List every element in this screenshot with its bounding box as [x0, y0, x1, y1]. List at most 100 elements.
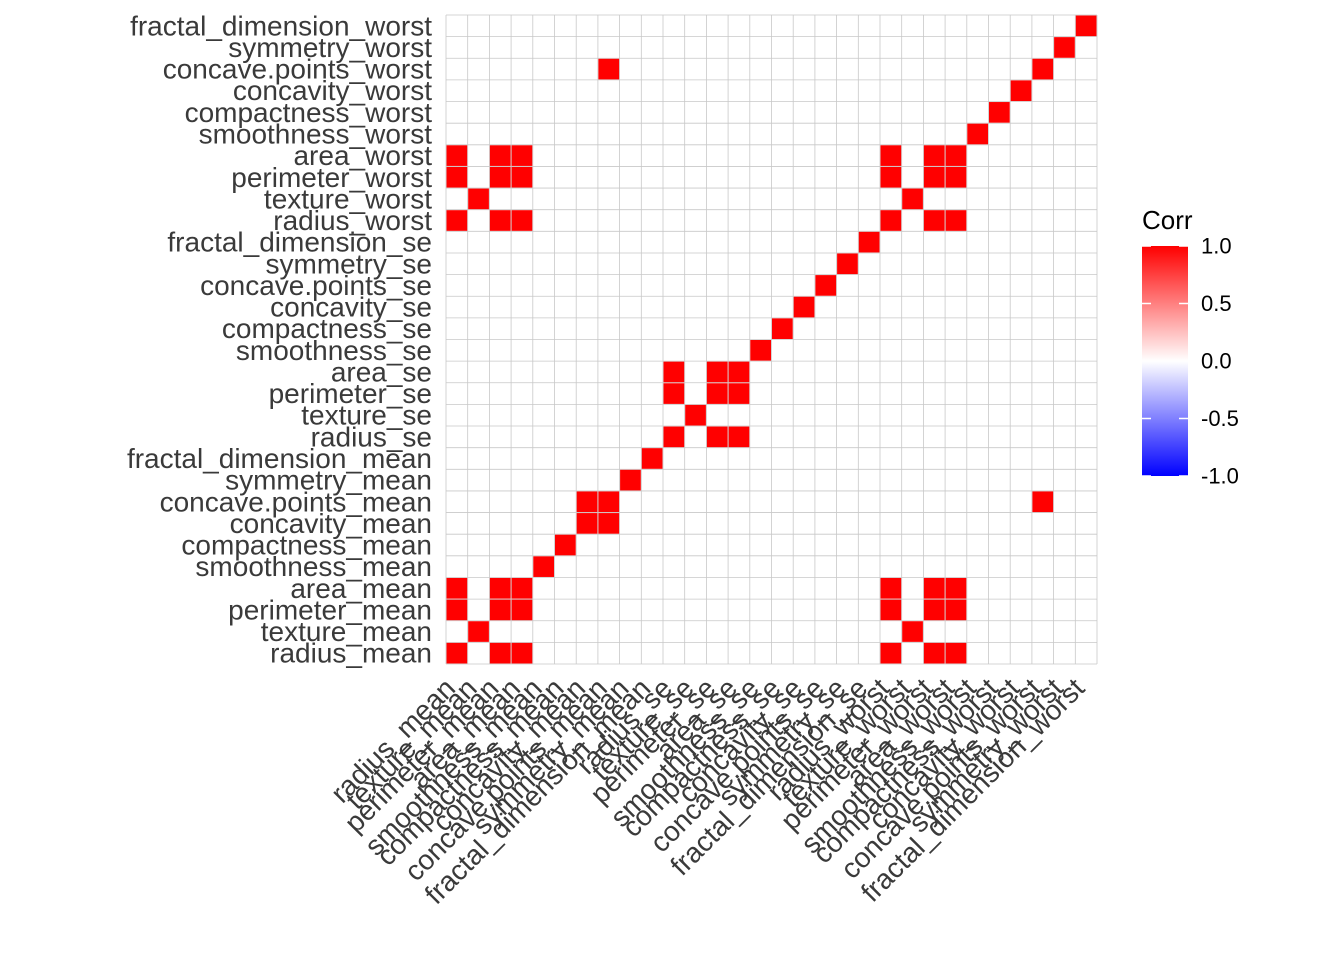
- heatmap-cell-area-worst-perimeter-mean: [945, 599, 967, 621]
- y-tick-label-concave-points-worst: concave.points_worst: [163, 54, 432, 85]
- y-tick-label-perimeter-worst: perimeter_worst: [231, 162, 432, 193]
- heatmap-cell-smoothness-mean-smoothness-mean: [533, 556, 554, 577]
- heatmap-cell-texture-se-texture-se: [685, 404, 706, 426]
- heatmap-cell-area-worst-area-mean: [945, 577, 967, 599]
- heatmap-cell-area-mean-area-worst: [511, 145, 533, 166]
- y-tick-label-radius-mean: radius_mean: [270, 638, 432, 669]
- heatmap-cell-area-mean-perimeter-worst: [511, 166, 533, 188]
- heatmap-cell-radius-mean-radius-worst: [446, 210, 468, 231]
- heatmap-cell-perimeter-worst-area-worst: [923, 145, 945, 166]
- y-tick-label-smoothness-mean: smoothness_mean: [195, 551, 432, 582]
- x-tick-labels: radius_meantexture_meanperimeter_meanare…: [325, 672, 1091, 910]
- legend-tick-label: 0.0: [1201, 349, 1232, 374]
- heatmap-cell-texture-worst-texture-worst: [902, 188, 923, 210]
- heatmap-cell-concave-points-mean-concave-points-worst: [598, 58, 620, 80]
- heatmap-cell-area-se-perimeter-se: [728, 383, 750, 404]
- y-tick-label-texture-se: texture_se: [301, 400, 432, 431]
- heatmap-cell-perimeter-worst-perimeter-worst: [923, 166, 945, 188]
- y-tick-label-concavity-worst: concavity_worst: [233, 75, 432, 106]
- y-tick-label-concavity-mean: concavity_mean: [230, 508, 432, 539]
- heatmap-cell-fractal-dimension-worst-fractal-dimension-worst: [1075, 15, 1097, 37]
- heatmap-cell-perimeter-se-radius-se: [706, 426, 728, 448]
- heatmap-cell-concave-points-worst-concave-points-worst: [1032, 58, 1054, 80]
- heatmap-cell-perimeter-mean-radius-mean: [489, 642, 511, 664]
- y-tick-label-symmetry-mean: symmetry_mean: [225, 465, 432, 496]
- heatmap-cell-perimeter-mean-area-mean: [489, 577, 511, 599]
- heatmap-cell-compactness-se-compactness-se: [772, 318, 793, 339]
- heatmap-cell-perimeter-worst-area-mean: [923, 577, 945, 599]
- y-tick-label-fractal-dimension-worst: fractal_dimension_worst: [130, 10, 432, 41]
- heatmap-cell-symmetry-se-symmetry-se: [837, 253, 858, 275]
- heatmap-cell-area-worst-perimeter-worst: [945, 166, 967, 188]
- y-tick-label-symmetry-se: symmetry_se: [266, 248, 432, 279]
- heatmap-cell-area-mean-radius-worst: [511, 210, 533, 231]
- heatmap-cell-radius-mean-area-mean: [446, 577, 468, 599]
- legend-tick-label: -0.5: [1201, 406, 1239, 431]
- y-tick-label-compactness-mean: compactness_mean: [181, 530, 432, 561]
- heatmap-cell-smoothness-se-smoothness-se: [750, 340, 771, 361]
- heatmap-cell-perimeter-mean-perimeter-mean: [489, 599, 511, 621]
- heatmap-cell-area-worst-area-worst: [945, 145, 967, 166]
- y-tick-label-fractal-dimension-se: fractal_dimension_se: [167, 227, 432, 258]
- heatmap-cell-radius-worst-radius-mean: [880, 642, 902, 664]
- legend-ticks: 1.0 0.5 0.0 -0.5 -1.0: [1142, 234, 1239, 489]
- y-tick-label-texture-mean: texture_mean: [261, 616, 432, 647]
- heatmap-cell-radius-worst-area-mean: [880, 577, 902, 599]
- heatmap-cell-radius-se-perimeter-se: [663, 383, 685, 404]
- heatmap-cell-smoothness-worst-smoothness-worst: [967, 123, 988, 145]
- heatmap-cell-perimeter-mean-radius-worst: [489, 210, 511, 231]
- y-tick-label-smoothness-worst: smoothness_worst: [199, 118, 433, 149]
- heatmap-cells: [446, 15, 1097, 664]
- legend-tick-label: 0.5: [1201, 291, 1232, 316]
- y-tick-label-texture-worst: texture_worst: [264, 183, 432, 214]
- heatmap-cell-radius-mean-radius-mean: [446, 642, 468, 664]
- heatmap-cell-symmetry-worst-symmetry-worst: [1054, 37, 1075, 58]
- y-tick-label-compactness-se: compactness_se: [222, 313, 432, 344]
- heatmap-cell-texture-worst-texture-mean: [902, 621, 923, 642]
- heatmap-cell-concavity-worst-concavity-worst: [1010, 80, 1032, 102]
- y-tick-label-radius-worst: radius_worst: [273, 205, 432, 236]
- y-tick-label-compactness-worst: compactness_worst: [185, 97, 433, 128]
- y-tick-label-area-mean: area_mean: [290, 573, 432, 604]
- heatmap-cell-concavity-mean-concave-points-mean: [576, 491, 598, 513]
- heatmap-cell-fractal-dimension-se-fractal-dimension-se: [858, 231, 880, 253]
- y-tick-label-perimeter-se: perimeter_se: [269, 378, 432, 409]
- heatmap-cell-compactness-mean-compactness-mean: [555, 534, 576, 556]
- heatmap-cell-concave-points-mean-concave-points-mean: [598, 491, 620, 513]
- heatmap-cell-area-se-area-se: [728, 361, 750, 383]
- grid-lines: [445, 14, 1098, 665]
- y-tick-label-perimeter-mean: perimeter_mean: [228, 594, 432, 625]
- heatmap-cell-radius-se-radius-se: [663, 426, 685, 448]
- heatmap-cell-perimeter-se-area-se: [706, 361, 728, 383]
- heatmap-cell-area-mean-area-mean: [511, 577, 533, 599]
- heatmap-cell-texture-mean-texture-worst: [468, 188, 489, 210]
- heatmap-cell-fractal-dimension-mean-fractal-dimension-mean: [641, 448, 663, 469]
- heatmap-cell-concave-points-mean-concavity-mean: [598, 513, 620, 534]
- heatmap-cell-area-worst-radius-worst: [945, 210, 967, 231]
- heatmap-cell-compactness-worst-compactness-worst: [989, 102, 1010, 123]
- heatmap-cell-radius-mean-perimeter-worst: [446, 166, 468, 188]
- heatmap-cell-perimeter-mean-perimeter-worst: [489, 166, 511, 188]
- heatmap-cell-perimeter-worst-perimeter-mean: [923, 599, 945, 621]
- heatmap-cell-symmetry-mean-symmetry-mean: [620, 469, 641, 491]
- heatmap-cell-perimeter-worst-radius-mean: [923, 642, 945, 664]
- heatmap-cell-radius-se-area-se: [663, 361, 685, 383]
- heatmap-cell-concave-points-se-concave-points-se: [815, 275, 837, 296]
- heatmap-cell-radius-worst-perimeter-worst: [880, 166, 902, 188]
- heatmap-cell-concave-points-worst-concave-points-mean: [1032, 491, 1054, 513]
- heatmap-cell-area-mean-perimeter-mean: [511, 599, 533, 621]
- heatmap-cell-radius-mean-area-worst: [446, 145, 468, 166]
- y-tick-label-radius-se: radius_se: [311, 421, 432, 452]
- heatmap-cell-radius-mean-perimeter-mean: [446, 599, 468, 621]
- y-tick-label-concave-points-se: concave.points_se: [200, 270, 432, 301]
- y-tick-label-concave-points-mean: concave.points_mean: [160, 486, 432, 517]
- y-tick-label-smoothness-se: smoothness_se: [236, 335, 432, 366]
- y-tick-label-area-se: area_se: [331, 356, 432, 387]
- y-tick-labels: radius_meantexture_meanperimeter_meanare…: [127, 10, 432, 668]
- heatmap-cell-perimeter-mean-area-worst: [489, 145, 511, 166]
- heatmap-cell-concavity-mean-concavity-mean: [576, 513, 598, 534]
- heatmap-cell-perimeter-worst-radius-worst: [923, 210, 945, 231]
- heatmap-cell-area-mean-radius-mean: [511, 642, 533, 664]
